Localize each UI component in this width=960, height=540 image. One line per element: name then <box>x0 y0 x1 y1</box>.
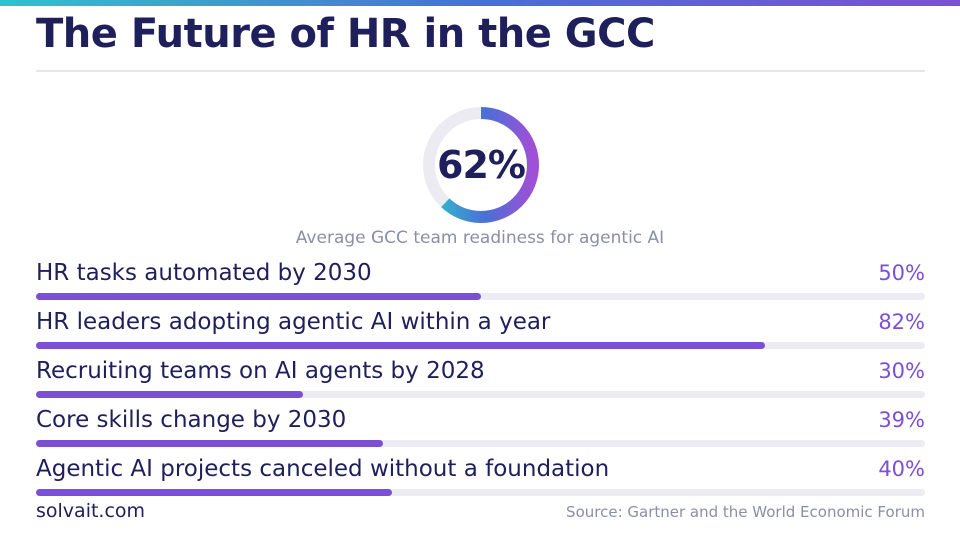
bar-track <box>36 489 925 496</box>
bar-value-label: 82% <box>878 310 925 334</box>
bar-fill <box>36 489 392 496</box>
donut-chart <box>423 107 539 223</box>
bar-row: HR tasks automated by 2030 50% <box>36 258 925 304</box>
title-divider <box>36 70 925 72</box>
bar-track <box>36 342 925 349</box>
footer-source: Source: Gartner and the World Economic F… <box>566 503 925 521</box>
bar-fill <box>36 293 481 300</box>
bar-row: HR leaders adopting agentic AI within a … <box>36 307 925 353</box>
bar-label: Core skills change by 2030 <box>36 407 347 433</box>
donut-arc <box>423 107 539 223</box>
bar-label: Agentic AI projects canceled without a f… <box>36 456 610 482</box>
bar-track <box>36 391 925 398</box>
bar-value-label: 50% <box>878 261 925 285</box>
bar-label: Recruiting teams on AI agents by 2028 <box>36 358 485 384</box>
top-gradient-bar <box>0 0 960 6</box>
bar-value-label: 39% <box>878 408 925 432</box>
readiness-value: 62% <box>437 143 526 187</box>
bar-track <box>36 440 925 447</box>
bar-fill <box>36 342 765 349</box>
bar-row: Core skills change by 2030 39% <box>36 405 925 451</box>
bar-track <box>36 293 925 300</box>
bar-fill <box>36 440 383 447</box>
readiness-donut: 62% <box>421 105 541 225</box>
bar-row: Agentic AI projects canceled without a f… <box>36 454 925 500</box>
bar-value-label: 40% <box>878 457 925 481</box>
bar-row: Recruiting teams on AI agents by 2028 30% <box>36 356 925 402</box>
bar-label: HR leaders adopting agentic AI within a … <box>36 309 551 335</box>
bar-label: HR tasks automated by 2030 <box>36 260 372 286</box>
bar-fill <box>36 391 303 398</box>
footer-brand: solvait.com <box>36 500 146 522</box>
bar-value-label: 30% <box>878 359 925 383</box>
page-title: The Future of HR in the GCC <box>36 11 655 57</box>
readiness-caption: Average GCC team readiness for agentic A… <box>295 228 665 248</box>
